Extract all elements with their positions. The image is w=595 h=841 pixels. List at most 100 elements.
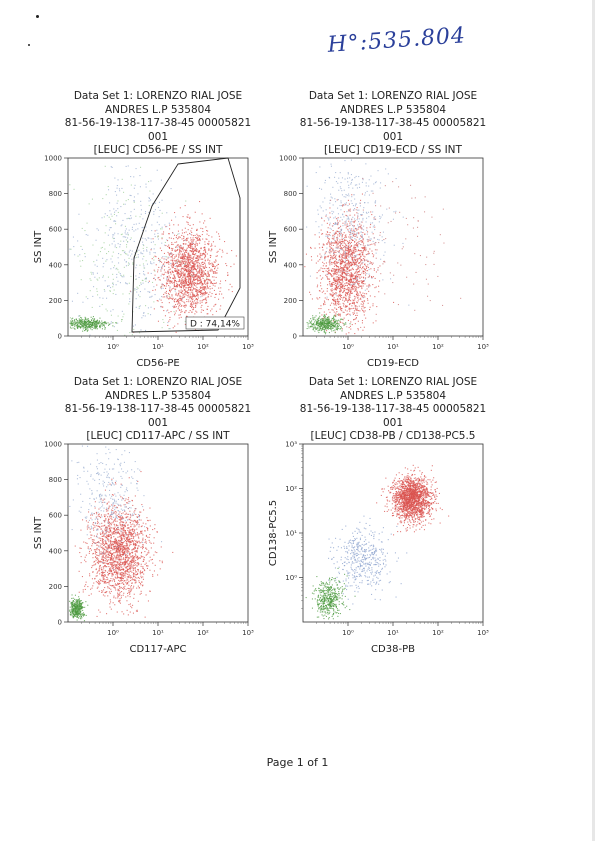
data-point (345, 239, 347, 241)
data-point (348, 254, 350, 256)
data-point (322, 270, 324, 272)
data-point (159, 279, 161, 281)
data-point (340, 308, 342, 310)
data-point (353, 284, 355, 286)
data-point (180, 265, 182, 267)
data-point (92, 295, 94, 297)
data-point (384, 261, 386, 263)
data-point (329, 326, 331, 328)
data-point (96, 320, 98, 322)
data-point (374, 202, 376, 204)
data-point (375, 181, 377, 183)
data-point (344, 255, 346, 257)
data-point (365, 277, 367, 279)
data-point (158, 279, 160, 281)
data-point (353, 233, 355, 235)
data-point (345, 221, 347, 223)
data-point (375, 257, 377, 259)
data-point (161, 273, 163, 275)
data-point (354, 234, 356, 236)
data-point (168, 247, 170, 249)
data-point (333, 322, 335, 324)
data-point (202, 266, 204, 268)
data-point (191, 268, 193, 270)
data-point (184, 295, 186, 297)
data-point (190, 269, 192, 271)
data-point (358, 265, 360, 267)
data-point (188, 252, 190, 254)
data-point (206, 308, 208, 310)
data-point (125, 253, 127, 255)
data-point (350, 200, 352, 202)
data-point (187, 229, 189, 231)
data-point (326, 247, 328, 249)
data-point (150, 241, 152, 243)
data-point (176, 273, 178, 275)
data-point (179, 250, 181, 252)
data-point (179, 273, 181, 275)
data-point (350, 289, 352, 291)
data-point (192, 307, 194, 309)
data-point (378, 239, 380, 241)
data-point (338, 274, 340, 276)
data-point (340, 280, 342, 282)
data-point (360, 298, 362, 300)
data-point (181, 257, 183, 259)
data-point (359, 265, 361, 267)
data-point (125, 236, 127, 238)
data-point (186, 315, 188, 317)
data-point (311, 323, 313, 325)
data-point (398, 186, 400, 188)
data-point (339, 286, 341, 288)
data-point (326, 326, 328, 328)
data-point (353, 264, 355, 266)
title-line: ANDRES L.P 535804 (105, 103, 211, 116)
data-point (186, 258, 188, 260)
data-point (412, 227, 414, 229)
data-point (186, 269, 188, 271)
data-point (331, 242, 333, 244)
data-point (322, 320, 324, 322)
data-point (150, 249, 152, 251)
data-point (363, 260, 365, 262)
data-point (372, 303, 374, 305)
data-point (330, 285, 332, 287)
data-point (196, 291, 198, 293)
data-point (336, 266, 338, 268)
data-point (201, 255, 203, 257)
data-point (354, 259, 356, 261)
data-point (96, 322, 98, 324)
data-point (209, 288, 211, 290)
data-point (204, 280, 206, 282)
data-point (343, 311, 345, 313)
data-point (151, 263, 153, 265)
data-point (216, 255, 218, 257)
data-point (174, 256, 176, 258)
data-point (192, 270, 194, 272)
data-point (186, 278, 188, 280)
data-point (112, 284, 114, 286)
data-point (117, 179, 119, 181)
data-point (128, 257, 130, 259)
data-point (148, 198, 150, 200)
data-point (163, 231, 165, 233)
data-point (351, 236, 353, 238)
data-point (335, 304, 337, 306)
data-point (191, 246, 193, 248)
data-point (106, 310, 108, 312)
data-point (353, 248, 355, 250)
data-point (171, 249, 173, 251)
data-point (175, 216, 177, 218)
data-point (330, 325, 332, 327)
data-point (121, 310, 123, 312)
data-point (343, 241, 345, 243)
data-point (126, 218, 128, 220)
data-point (78, 320, 80, 322)
data-point (147, 272, 149, 274)
data-point (191, 284, 193, 286)
data-point (368, 179, 370, 181)
data-point (351, 178, 353, 180)
data-point (372, 284, 374, 286)
data-point (313, 322, 315, 324)
data-point (72, 236, 74, 238)
